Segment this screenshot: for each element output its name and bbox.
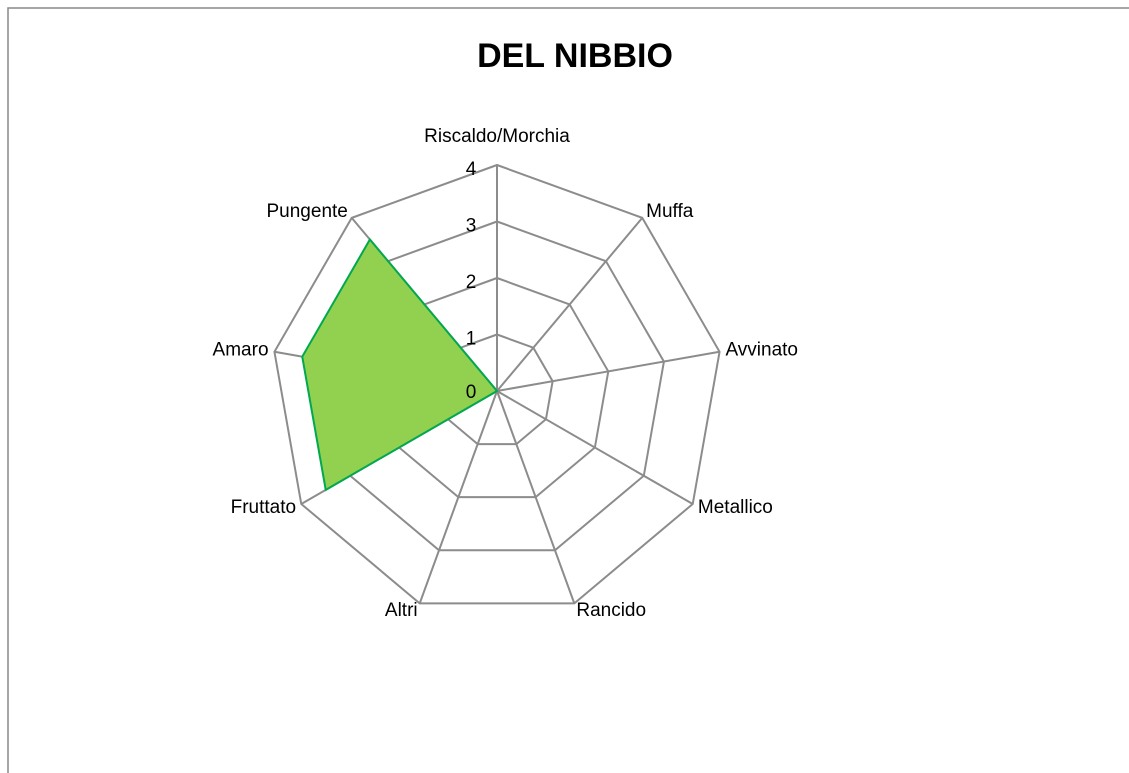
axis-spoke bbox=[496, 350, 720, 392]
axis-spoke bbox=[418, 390, 498, 604]
category-label: Rancido bbox=[576, 600, 646, 621]
category-label: Altri bbox=[385, 600, 418, 621]
chart-title: DEL NIBBIO bbox=[477, 37, 673, 75]
axis-spoke bbox=[496, 390, 576, 604]
category-label: Avvinato bbox=[725, 339, 798, 360]
category-label: Metallico bbox=[698, 497, 773, 518]
category-label: Amaro bbox=[213, 339, 269, 360]
series-area bbox=[301, 237, 499, 492]
category-label: Pungente bbox=[267, 201, 348, 222]
axis-spoke bbox=[496, 217, 644, 392]
tick-label: 4 bbox=[466, 159, 477, 180]
category-label: Muffa bbox=[646, 201, 694, 222]
tick-label: 2 bbox=[466, 272, 477, 293]
category-label: Fruttato bbox=[231, 497, 296, 518]
tick-label: 3 bbox=[466, 216, 477, 237]
category-label: Riscaldo/Morchia bbox=[424, 126, 570, 147]
grid-ring bbox=[273, 163, 721, 605]
chart-frame bbox=[7, 7, 1129, 773]
axis-spoke bbox=[496, 390, 694, 505]
tick-label: 0 bbox=[466, 382, 477, 403]
tick-label: 1 bbox=[466, 329, 477, 350]
